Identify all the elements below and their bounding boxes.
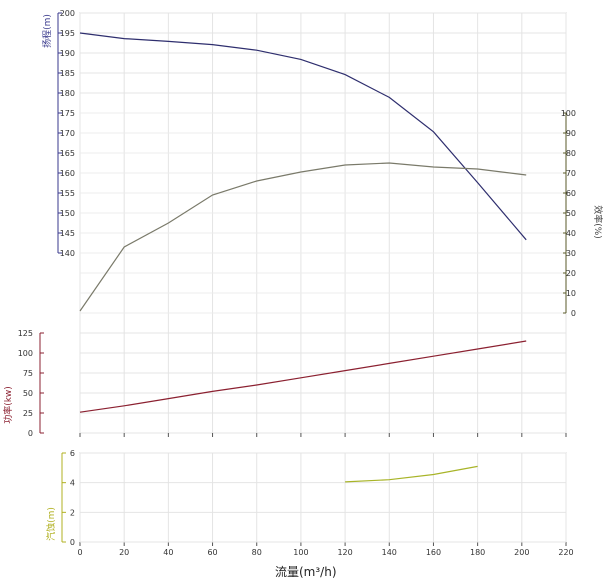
efficiency-tick-label: 0 xyxy=(571,309,576,318)
head-curve xyxy=(79,32,527,241)
power-tick-label: 25 xyxy=(23,409,33,418)
efficiency-tick-label: 100 xyxy=(561,109,576,118)
x-tick-label: 140 xyxy=(382,439,397,440)
npsh-tick-label: 2 xyxy=(70,508,75,517)
x-tick-label: 100 xyxy=(293,439,308,440)
head-tick-label: 185 xyxy=(60,69,75,78)
efficiency-tick-label: 90 xyxy=(566,129,576,138)
head-tick-label: 165 xyxy=(60,149,75,158)
x-axis-label: 流量(m³/h) xyxy=(275,565,337,579)
efficiency-tick-label: 80 xyxy=(566,149,576,158)
x-tick-label: 180 xyxy=(470,439,485,440)
x-tick-label: 0 xyxy=(77,548,82,557)
main-chart: 0204060801001201401601802002201401451501… xyxy=(2,9,604,440)
head-tick-label: 170 xyxy=(60,129,75,138)
head-tick-label: 160 xyxy=(60,169,75,178)
x-tick-label: 80 xyxy=(252,439,262,440)
head-tick-label: 190 xyxy=(60,49,75,58)
x-tick-label: 60 xyxy=(207,548,217,557)
efficiency-tick-label: 50 xyxy=(566,209,576,218)
x-tick-label: 140 xyxy=(382,548,397,557)
power-tick-label: 0 xyxy=(28,429,33,438)
x-tick-label: 20 xyxy=(119,548,129,557)
power-tick-label: 50 xyxy=(23,389,33,398)
x-tick-label: 220 xyxy=(558,439,573,440)
efficiency-tick-label: 40 xyxy=(566,229,576,238)
head-tick-label: 145 xyxy=(60,229,75,238)
efficiency-tick-label: 60 xyxy=(566,189,576,198)
x-tick-label: 160 xyxy=(426,439,441,440)
efficiency-tick-label: 20 xyxy=(566,269,576,278)
x-tick-label: 60 xyxy=(207,439,217,440)
x-tick-label: 120 xyxy=(337,548,352,557)
power-axis-label: 功率(kw) xyxy=(2,386,14,424)
plot-area xyxy=(79,12,567,434)
efficiency-tick-label: 30 xyxy=(566,249,576,258)
npsh-tick-label: 0 xyxy=(70,538,75,547)
power-tick-label: 75 xyxy=(23,369,33,378)
x-tick-label: 100 xyxy=(293,548,308,557)
power-tick-label: 100 xyxy=(18,349,33,358)
head-tick-label: 200 xyxy=(60,9,75,18)
x-tick-label: 160 xyxy=(426,548,441,557)
npsh-tick-label: 4 xyxy=(70,479,75,488)
x-tick-label: 0 xyxy=(77,439,82,440)
x-tick-label: 200 xyxy=(514,548,529,557)
x-tick-label: 180 xyxy=(470,548,485,557)
x-tick-label: 20 xyxy=(119,439,129,440)
x-tick-label: 200 xyxy=(514,439,529,440)
npsh-axis-label: 汽蚀(m) xyxy=(45,507,57,541)
npsh-tick-label: 6 xyxy=(70,449,75,458)
npsh-curve xyxy=(345,465,478,483)
npsh-chart: 0 20 40 60 80 100 120 140 160 180 200 220 0 2 4 6 汽蚀(m) xyxy=(45,449,574,557)
efficiency-tick-label: 70 xyxy=(566,169,576,178)
x-tick-label: 220 xyxy=(558,548,573,557)
x-tick-label: 40 xyxy=(163,439,173,440)
head-tick-label: 195 xyxy=(60,29,75,38)
x-tick-label: 80 xyxy=(252,548,262,557)
head-tick-label: 175 xyxy=(60,109,75,118)
x-tick-label: 40 xyxy=(163,548,173,557)
efficiency-curve xyxy=(79,162,527,312)
power-tick-label: 125 xyxy=(18,329,33,338)
power-curve xyxy=(79,340,527,413)
efficiency-axis-label: 效率(%) xyxy=(592,205,604,239)
head-tick-label: 155 xyxy=(60,189,75,198)
head-tick-label: 180 xyxy=(60,89,75,98)
head-axis-label: 扬程(m) xyxy=(41,14,53,48)
head-tick-label: 150 xyxy=(60,209,75,218)
efficiency-tick-label: 10 xyxy=(566,289,576,298)
x-tick-label: 120 xyxy=(337,439,352,440)
npsh-plot-area xyxy=(79,452,567,543)
head-tick-label: 140 xyxy=(60,249,75,258)
